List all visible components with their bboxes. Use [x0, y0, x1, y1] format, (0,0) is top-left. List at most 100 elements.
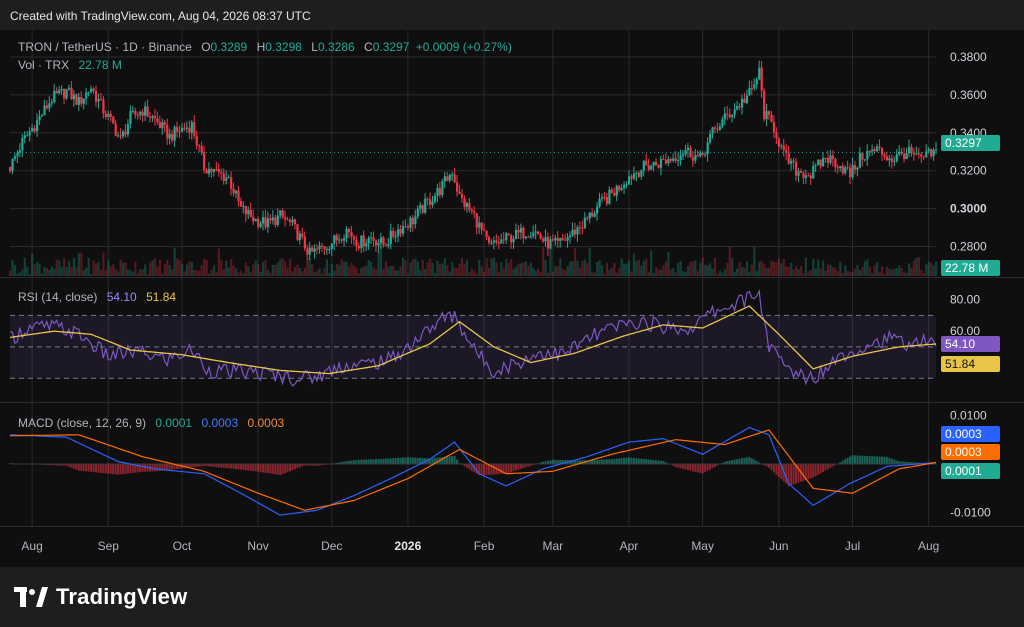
candle-body [763, 90, 766, 120]
volume-bar [36, 261, 39, 276]
candle-body [38, 116, 41, 121]
candle-body [281, 210, 284, 218]
volume-bar [888, 268, 891, 276]
volume-bar [591, 271, 594, 276]
volume-bar [55, 259, 58, 276]
volume-bar [767, 267, 771, 276]
volume-bar [709, 263, 712, 276]
candle-body [905, 153, 908, 160]
candle-body [168, 133, 171, 139]
macd-histogram-bar [846, 457, 849, 464]
volume-bar [856, 264, 859, 276]
macd-histogram-bar [72, 464, 75, 469]
volume-bar [853, 268, 857, 276]
candle-body [65, 89, 68, 99]
volume-bar [178, 259, 181, 276]
macd-histogram-bar [352, 460, 355, 464]
candle-body [718, 126, 722, 130]
macd-histogram-bar [637, 458, 640, 464]
candle-body [898, 151, 901, 155]
macd-histogram-bar [411, 457, 414, 464]
macd-histogram-bar [883, 456, 886, 464]
candle-body [627, 176, 631, 185]
macd-histogram-bar [102, 464, 105, 474]
macd-histogram-bar [544, 461, 547, 464]
candle-body [564, 239, 567, 241]
candle-body [630, 176, 633, 179]
volume-bar [736, 268, 739, 276]
candle-body [266, 218, 270, 228]
volume-bar [141, 269, 144, 276]
volume-bar [905, 272, 908, 276]
candle-body [890, 158, 893, 162]
candle-body [912, 153, 916, 155]
macd-histogram-bar [907, 462, 910, 464]
candle-body [799, 171, 803, 173]
candle-body [699, 152, 702, 157]
macd-histogram-bar [109, 464, 112, 474]
candle-body [591, 212, 594, 217]
macd-histogram-bar [726, 461, 729, 464]
macd-histogram-bar [694, 464, 697, 472]
candle-body [99, 99, 103, 101]
rsi-line [9, 288, 937, 387]
volume-bar [608, 269, 611, 276]
volume-bar [807, 271, 810, 276]
chart-card[interactable]: Aug Sep Oct Nov Dec 2026 Feb Mar Apr May Jun Jul Aug… [0, 30, 1024, 567]
candle-body [674, 158, 677, 161]
volume-bar [654, 267, 658, 276]
candle-body [63, 88, 66, 99]
candle-body [446, 176, 449, 181]
volume-bar [824, 270, 827, 276]
macd-histogram-bar [480, 464, 483, 476]
candle-body [328, 248, 331, 250]
price-tick-label: 0.3200 [950, 164, 987, 178]
tradingview-logo[interactable]: TradingView [14, 584, 187, 610]
macd-histogram-bar [750, 458, 753, 464]
volume-bar [635, 261, 638, 276]
volume-bar [416, 261, 419, 276]
volume-bar [822, 260, 825, 276]
macd-histogram-bar [478, 464, 481, 476]
macd-histogram-bar [780, 464, 783, 480]
macd-histogram-bar [559, 459, 562, 464]
candle-body [293, 219, 297, 225]
candle-body [377, 243, 380, 246]
macd-histogram-bar [97, 464, 100, 473]
macd-histogram-bar [519, 464, 522, 469]
hist-tag: 0.0001 [941, 463, 1000, 479]
candle-body [930, 149, 933, 157]
candle-body [794, 161, 798, 176]
chart-canvas[interactable]: Aug Sep Oct Nov Dec 2026 Feb Mar Apr May Jun Jul Aug… [0, 30, 1024, 567]
change-value: +0.0009 (+0.27%) [415, 40, 512, 54]
candle-body [853, 165, 857, 170]
macd-histogram-bar [185, 464, 188, 468]
volume-bar [718, 270, 722, 276]
candle-body [610, 189, 613, 193]
volume-bar [831, 267, 835, 276]
volume-bar [436, 260, 439, 276]
macd-signal-value: 0.0003 [247, 416, 285, 430]
macd-histogram-bar [136, 464, 139, 473]
x-tick-label: Nov [247, 539, 268, 553]
macd-histogram-bar [141, 464, 144, 472]
candle-body [28, 131, 31, 136]
volume-bar [586, 263, 589, 276]
macd-histogram-bar [797, 464, 800, 483]
candle-body [227, 177, 230, 179]
macd-histogram-bar [517, 464, 520, 470]
macd-histogram-bar [414, 457, 417, 464]
macd-histogram-bar [281, 464, 284, 475]
volume-bar [85, 267, 88, 276]
candle-body [858, 153, 862, 168]
volume-bar [556, 266, 559, 276]
candle-body [709, 133, 712, 143]
macd-histogram-bar [505, 464, 508, 474]
macd-histogram-bar [207, 464, 210, 467]
macd-histogram-bar [168, 464, 171, 470]
macd-histogram-bar [75, 464, 78, 470]
macd-histogram-bar [261, 464, 264, 473]
candle-body [426, 198, 429, 200]
volume-bar [581, 260, 584, 276]
rsi-ma-tag: 51.84 [941, 356, 1000, 372]
